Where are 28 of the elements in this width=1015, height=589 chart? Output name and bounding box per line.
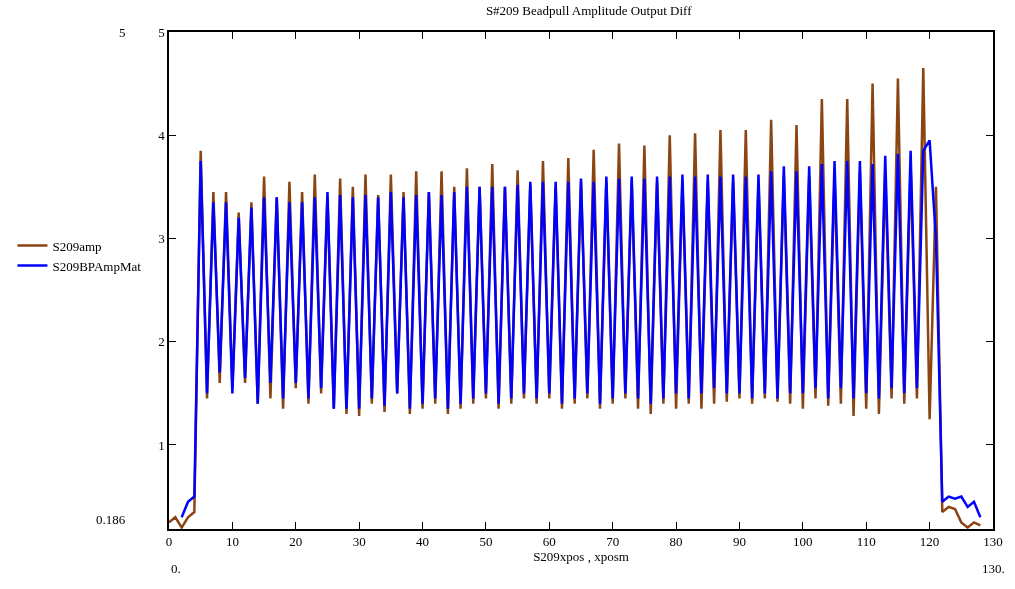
y-tick-label: 5 [158,24,165,40]
legend-label: S209BPAmpMat [52,258,142,274]
x-tick-label: 20 [289,534,303,550]
x-tick-label: 60 [542,534,556,550]
x-tick-label: 130 [983,534,1003,550]
y-tick-label: 1 [158,437,165,453]
x-tick-label: 80 [669,534,683,550]
x-tick-label: 30 [352,534,366,550]
x-tick-label: 0 [165,534,173,550]
text: 130. [982,561,1005,576]
x-axis-title: S209xpos , xposm [533,549,629,565]
x-tick-label: 110 [856,534,876,550]
x-tick-label: 90 [732,534,746,550]
text: 0.186 [96,512,126,527]
text: 0. [171,561,181,576]
y-tick-label: 4 [158,127,166,143]
chart-title: S#209 Beadpull Amplitude Output Diff [485,3,693,19]
line-series [180,139,982,519]
text: 5 [119,25,126,40]
x-tick-label: 120 [919,534,940,550]
x-tick-label: 40 [416,534,430,550]
x-tick-label: 50 [479,534,493,550]
y-tick-label: 2 [158,334,165,350]
x-tick-label: 70 [606,534,620,550]
legend-label: S209amp [52,238,102,254]
x-tick-label: 100 [793,534,813,550]
x-tick-label: 10 [225,534,239,550]
y-tick-label: 3 [158,231,165,247]
